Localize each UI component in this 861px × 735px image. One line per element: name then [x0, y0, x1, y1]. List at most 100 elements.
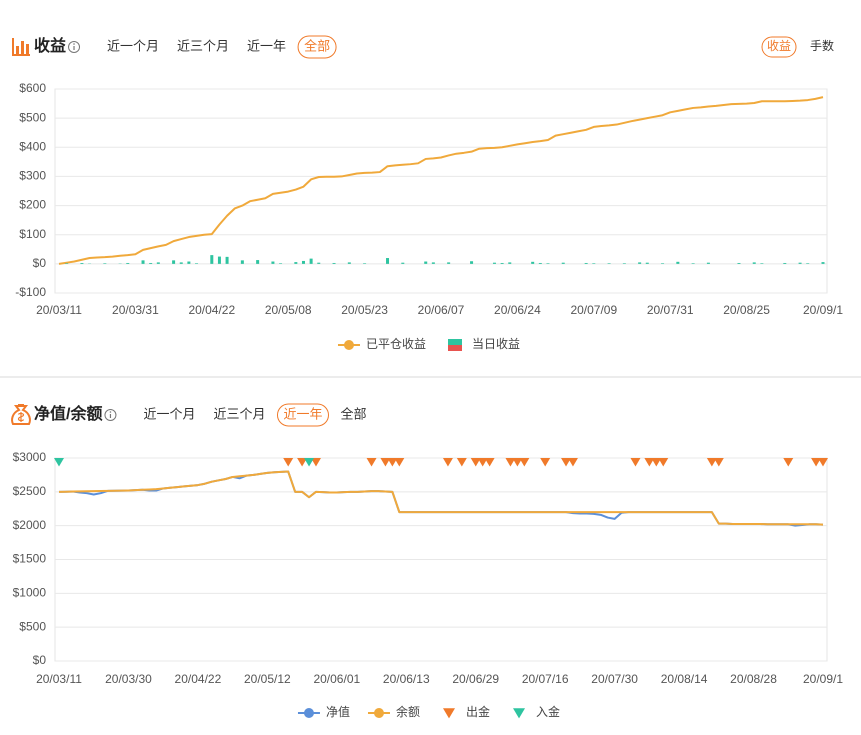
- daily-bar: [584, 262, 588, 264]
- daily-bar: [347, 262, 351, 264]
- y-tick-label: $0: [33, 256, 47, 270]
- event-marker: [644, 458, 655, 467]
- daily-bar: [561, 262, 565, 264]
- legend-swatch: [448, 339, 462, 345]
- daily-bar: [638, 262, 642, 264]
- x-tick-label: 20/06/07: [418, 303, 465, 317]
- info-icon: [104, 409, 117, 421]
- daily-bar: [309, 258, 313, 264]
- y-tick-label: $500: [19, 619, 46, 633]
- event-marker: [519, 458, 530, 467]
- range-tab[interactable]: 近三个月: [213, 406, 265, 421]
- daily-bar: [210, 255, 214, 264]
- daily-bar: [492, 262, 496, 264]
- legend-swatch-negative: [448, 345, 462, 351]
- x-tick-label: 20/07/16: [522, 672, 569, 686]
- x-tick-label: 20/08/28: [730, 672, 777, 686]
- daily-bar: [645, 262, 649, 264]
- daily-bar: [500, 262, 504, 264]
- range-tab[interactable]: 全部: [304, 38, 330, 53]
- range-tab[interactable]: 全部: [341, 406, 367, 421]
- event-marker: [561, 458, 572, 467]
- daily-bar: [538, 262, 542, 264]
- daily-bar: [317, 262, 321, 264]
- daily-bar: [240, 260, 244, 264]
- range-tab[interactable]: 近一个月: [107, 38, 159, 53]
- daily-bar: [470, 261, 474, 264]
- x-tick-label: 20/08/14: [661, 672, 708, 686]
- y-tick-label: $2000: [13, 518, 47, 532]
- range-tab[interactable]: 近一年: [247, 38, 286, 53]
- legend-swatch-dot: [303, 708, 314, 718]
- x-tick-label: 20/04/22: [175, 672, 222, 686]
- y-tick-label: $600: [19, 81, 46, 95]
- daily-bar: [301, 260, 305, 264]
- daily-bar: [706, 262, 710, 264]
- x-tick-label: 20/09/1: [803, 672, 843, 686]
- daily-bar: [141, 260, 145, 264]
- legend-swatch-dot: [373, 708, 384, 718]
- daily-bar: [431, 262, 435, 264]
- event-marker: [394, 458, 405, 467]
- section-title: 净值/余额: [34, 404, 102, 423]
- event-marker: [713, 458, 724, 467]
- x-tick-label: 20/03/30: [105, 672, 152, 686]
- event-marker: [706, 458, 717, 467]
- event-marker: [442, 458, 453, 467]
- event-marker: [456, 458, 467, 467]
- y-tick-label: -$100: [15, 285, 46, 299]
- daily-bar: [187, 261, 191, 264]
- range-tab[interactable]: 近一年: [283, 406, 322, 421]
- y-tick-label: $1000: [13, 586, 47, 600]
- event-marker: [651, 458, 662, 467]
- balance-icon: [11, 404, 31, 425]
- legend-swatch-dot: [343, 340, 354, 350]
- x-tick-label: 20/04/22: [188, 303, 235, 317]
- event-marker: [310, 458, 321, 467]
- daily-bar: [80, 262, 84, 264]
- range-tab[interactable]: 近三个月: [177, 38, 229, 53]
- daily-bar: [217, 256, 221, 264]
- event-marker: [470, 458, 481, 467]
- x-tick-label: 20/03/11: [36, 672, 82, 686]
- range-tab[interactable]: 近一个月: [143, 406, 195, 421]
- x-tick-label: 20/03/31: [112, 303, 159, 317]
- info-icon-dot: [73, 43, 75, 45]
- event-marker: [783, 458, 794, 467]
- series-line: [58, 470, 824, 526]
- profit-icon: [12, 38, 30, 56]
- y-tick-label: $500: [19, 110, 46, 124]
- x-tick-label: 20/07/09: [570, 303, 617, 317]
- daily-bar: [508, 262, 512, 264]
- event-marker: [505, 458, 516, 467]
- daily-bar: [195, 263, 199, 264]
- x-tick-label: 20/05/08: [265, 303, 312, 317]
- y-tick-label: $1500: [13, 552, 47, 566]
- daily-bar: [363, 263, 367, 264]
- legend-swatch: [513, 708, 526, 719]
- event-marker: [630, 458, 641, 467]
- x-tick-label: 20/07/31: [647, 303, 694, 317]
- daily-bar: [172, 260, 176, 264]
- daily-bar: [179, 262, 183, 264]
- event-marker: [54, 458, 64, 467]
- daily-bar: [126, 262, 130, 264]
- event-marker: [297, 458, 308, 467]
- legend-label: 出金: [466, 704, 490, 719]
- daily-bar: [531, 261, 535, 264]
- y-tick-label: $300: [19, 169, 46, 183]
- daily-bar: [592, 263, 596, 264]
- event-marker: [304, 458, 315, 467]
- metric-toggle[interactable]: 手数: [810, 38, 834, 53]
- metric-toggle[interactable]: 收益: [767, 39, 791, 53]
- y-tick-label: $2500: [13, 484, 47, 498]
- event-marker: [283, 458, 294, 467]
- event-marker: [484, 458, 495, 467]
- y-tick-label: $0: [33, 653, 47, 667]
- info-icon: [68, 41, 81, 53]
- x-tick-label: 20/06/24: [494, 303, 541, 317]
- daily-bar: [806, 263, 810, 264]
